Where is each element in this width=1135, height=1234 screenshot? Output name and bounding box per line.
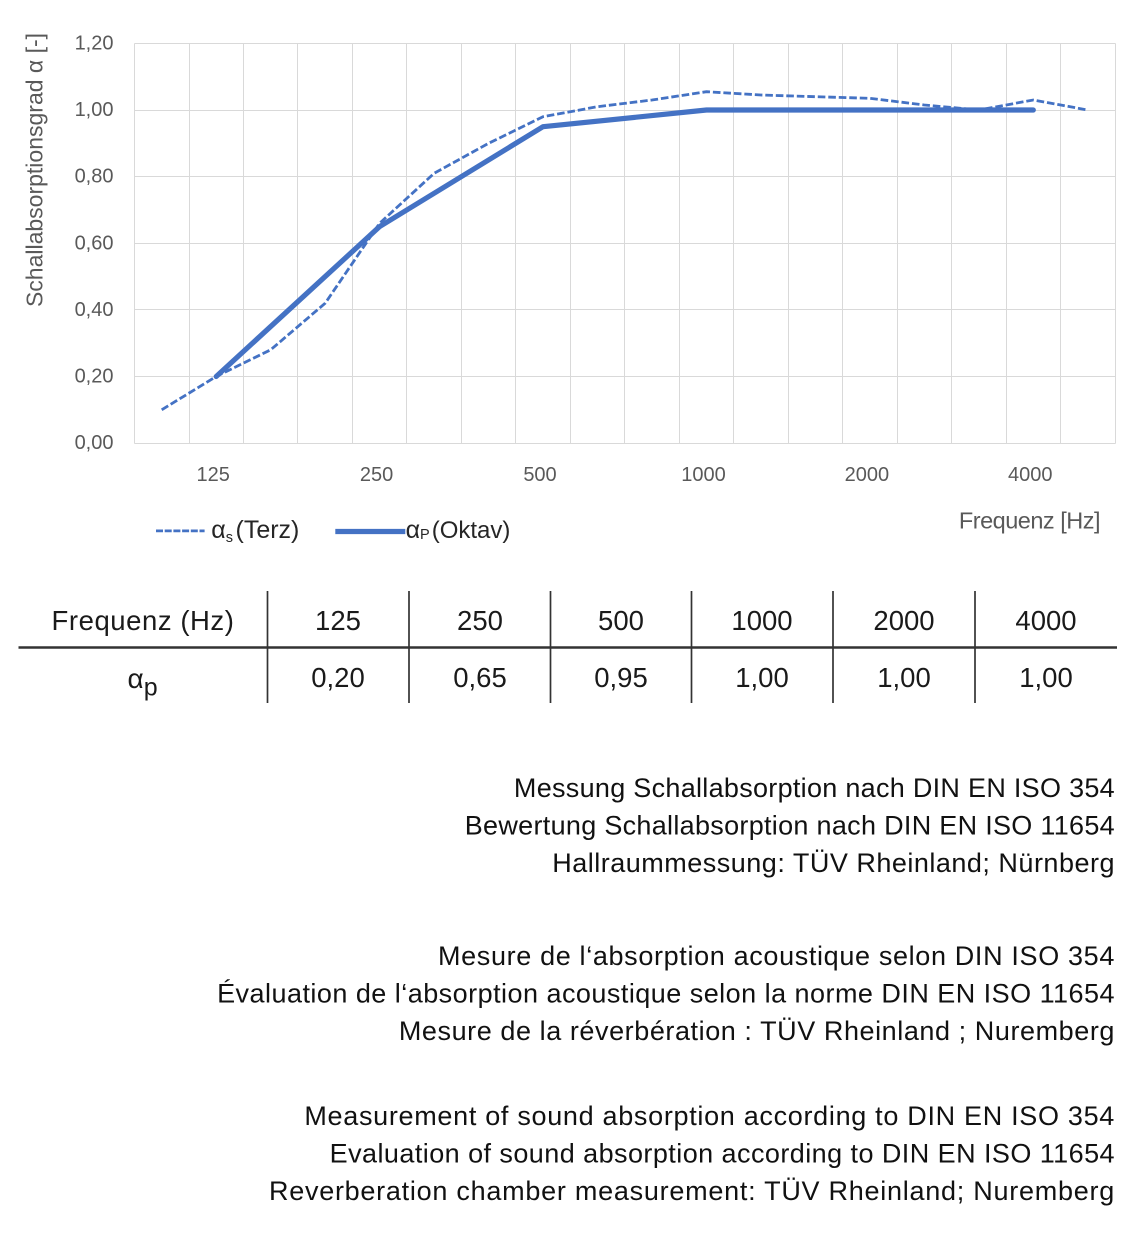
svg-text:1,00: 1,00 (877, 662, 931, 693)
svg-text:0,40: 0,40 (75, 299, 114, 321)
svg-text:Schallabsorptionsgrad α [-]: Schallabsorptionsgrad α [-] (22, 33, 48, 307)
svg-text:4000: 4000 (1015, 605, 1076, 636)
svg-text:Frequenz (Hz): Frequenz (Hz) (52, 605, 235, 636)
svg-text:1000: 1000 (681, 464, 726, 486)
svg-text:0,00: 0,00 (75, 432, 114, 454)
svg-text:Hallraummessung: TÜV Rheinland: Hallraummessung: TÜV Rheinland; Nürnberg (552, 848, 1115, 878)
svg-text:αs(Terz): αs (Terz) (211, 516, 299, 546)
svg-text:0,20: 0,20 (75, 366, 114, 388)
svg-text:0,95: 0,95 (594, 662, 648, 693)
svg-text:2000: 2000 (845, 464, 890, 486)
svg-text:Reverberation chamber measurem: Reverberation chamber measurement: TÜV R… (269, 1176, 1115, 1206)
svg-text:Evaluation of sound absorption: Evaluation of sound absorption according… (330, 1139, 1115, 1169)
svg-text:250: 250 (457, 605, 503, 636)
svg-text:Frequenz [Hz]: Frequenz [Hz] (959, 508, 1100, 534)
svg-text:0,20: 0,20 (311, 662, 365, 693)
svg-text:1,00: 1,00 (1019, 662, 1073, 693)
svg-text:500: 500 (598, 605, 644, 636)
svg-text:Bewertung Schallabsorption nac: Bewertung Schallabsorption nach DIN EN I… (465, 811, 1115, 841)
svg-text:2000: 2000 (873, 605, 934, 636)
svg-text:0,60: 0,60 (75, 232, 114, 254)
svg-text:4000: 4000 (1008, 464, 1053, 486)
svg-text:1,00: 1,00 (75, 99, 114, 121)
svg-text:500: 500 (523, 464, 556, 486)
svg-text:250: 250 (360, 464, 393, 486)
svg-text:125: 125 (315, 605, 361, 636)
svg-text:1,00: 1,00 (735, 662, 789, 693)
svg-text:Messung Schallabsorption nach: Messung Schallabsorption nach DIN EN ISO… (514, 773, 1115, 803)
svg-text:Mesure de l‘absorption acousti: Mesure de l‘absorption acoustique selon … (438, 941, 1115, 971)
svg-text:1,20: 1,20 (75, 33, 114, 55)
svg-text:Measurement of sound absorptio: Measurement of sound absorption accordin… (304, 1101, 1115, 1131)
svg-text:0,65: 0,65 (453, 662, 507, 693)
svg-text:0,80: 0,80 (75, 166, 114, 188)
svg-text:1000: 1000 (731, 605, 792, 636)
svg-text:Évaluation de l‘absorption aco: Évaluation de l‘absorption acoustique se… (217, 979, 1115, 1009)
svg-text:125: 125 (197, 464, 230, 486)
svg-text:Mesure de la réverbération : T: Mesure de la réverbération : TÜV Rheinla… (399, 1016, 1115, 1046)
